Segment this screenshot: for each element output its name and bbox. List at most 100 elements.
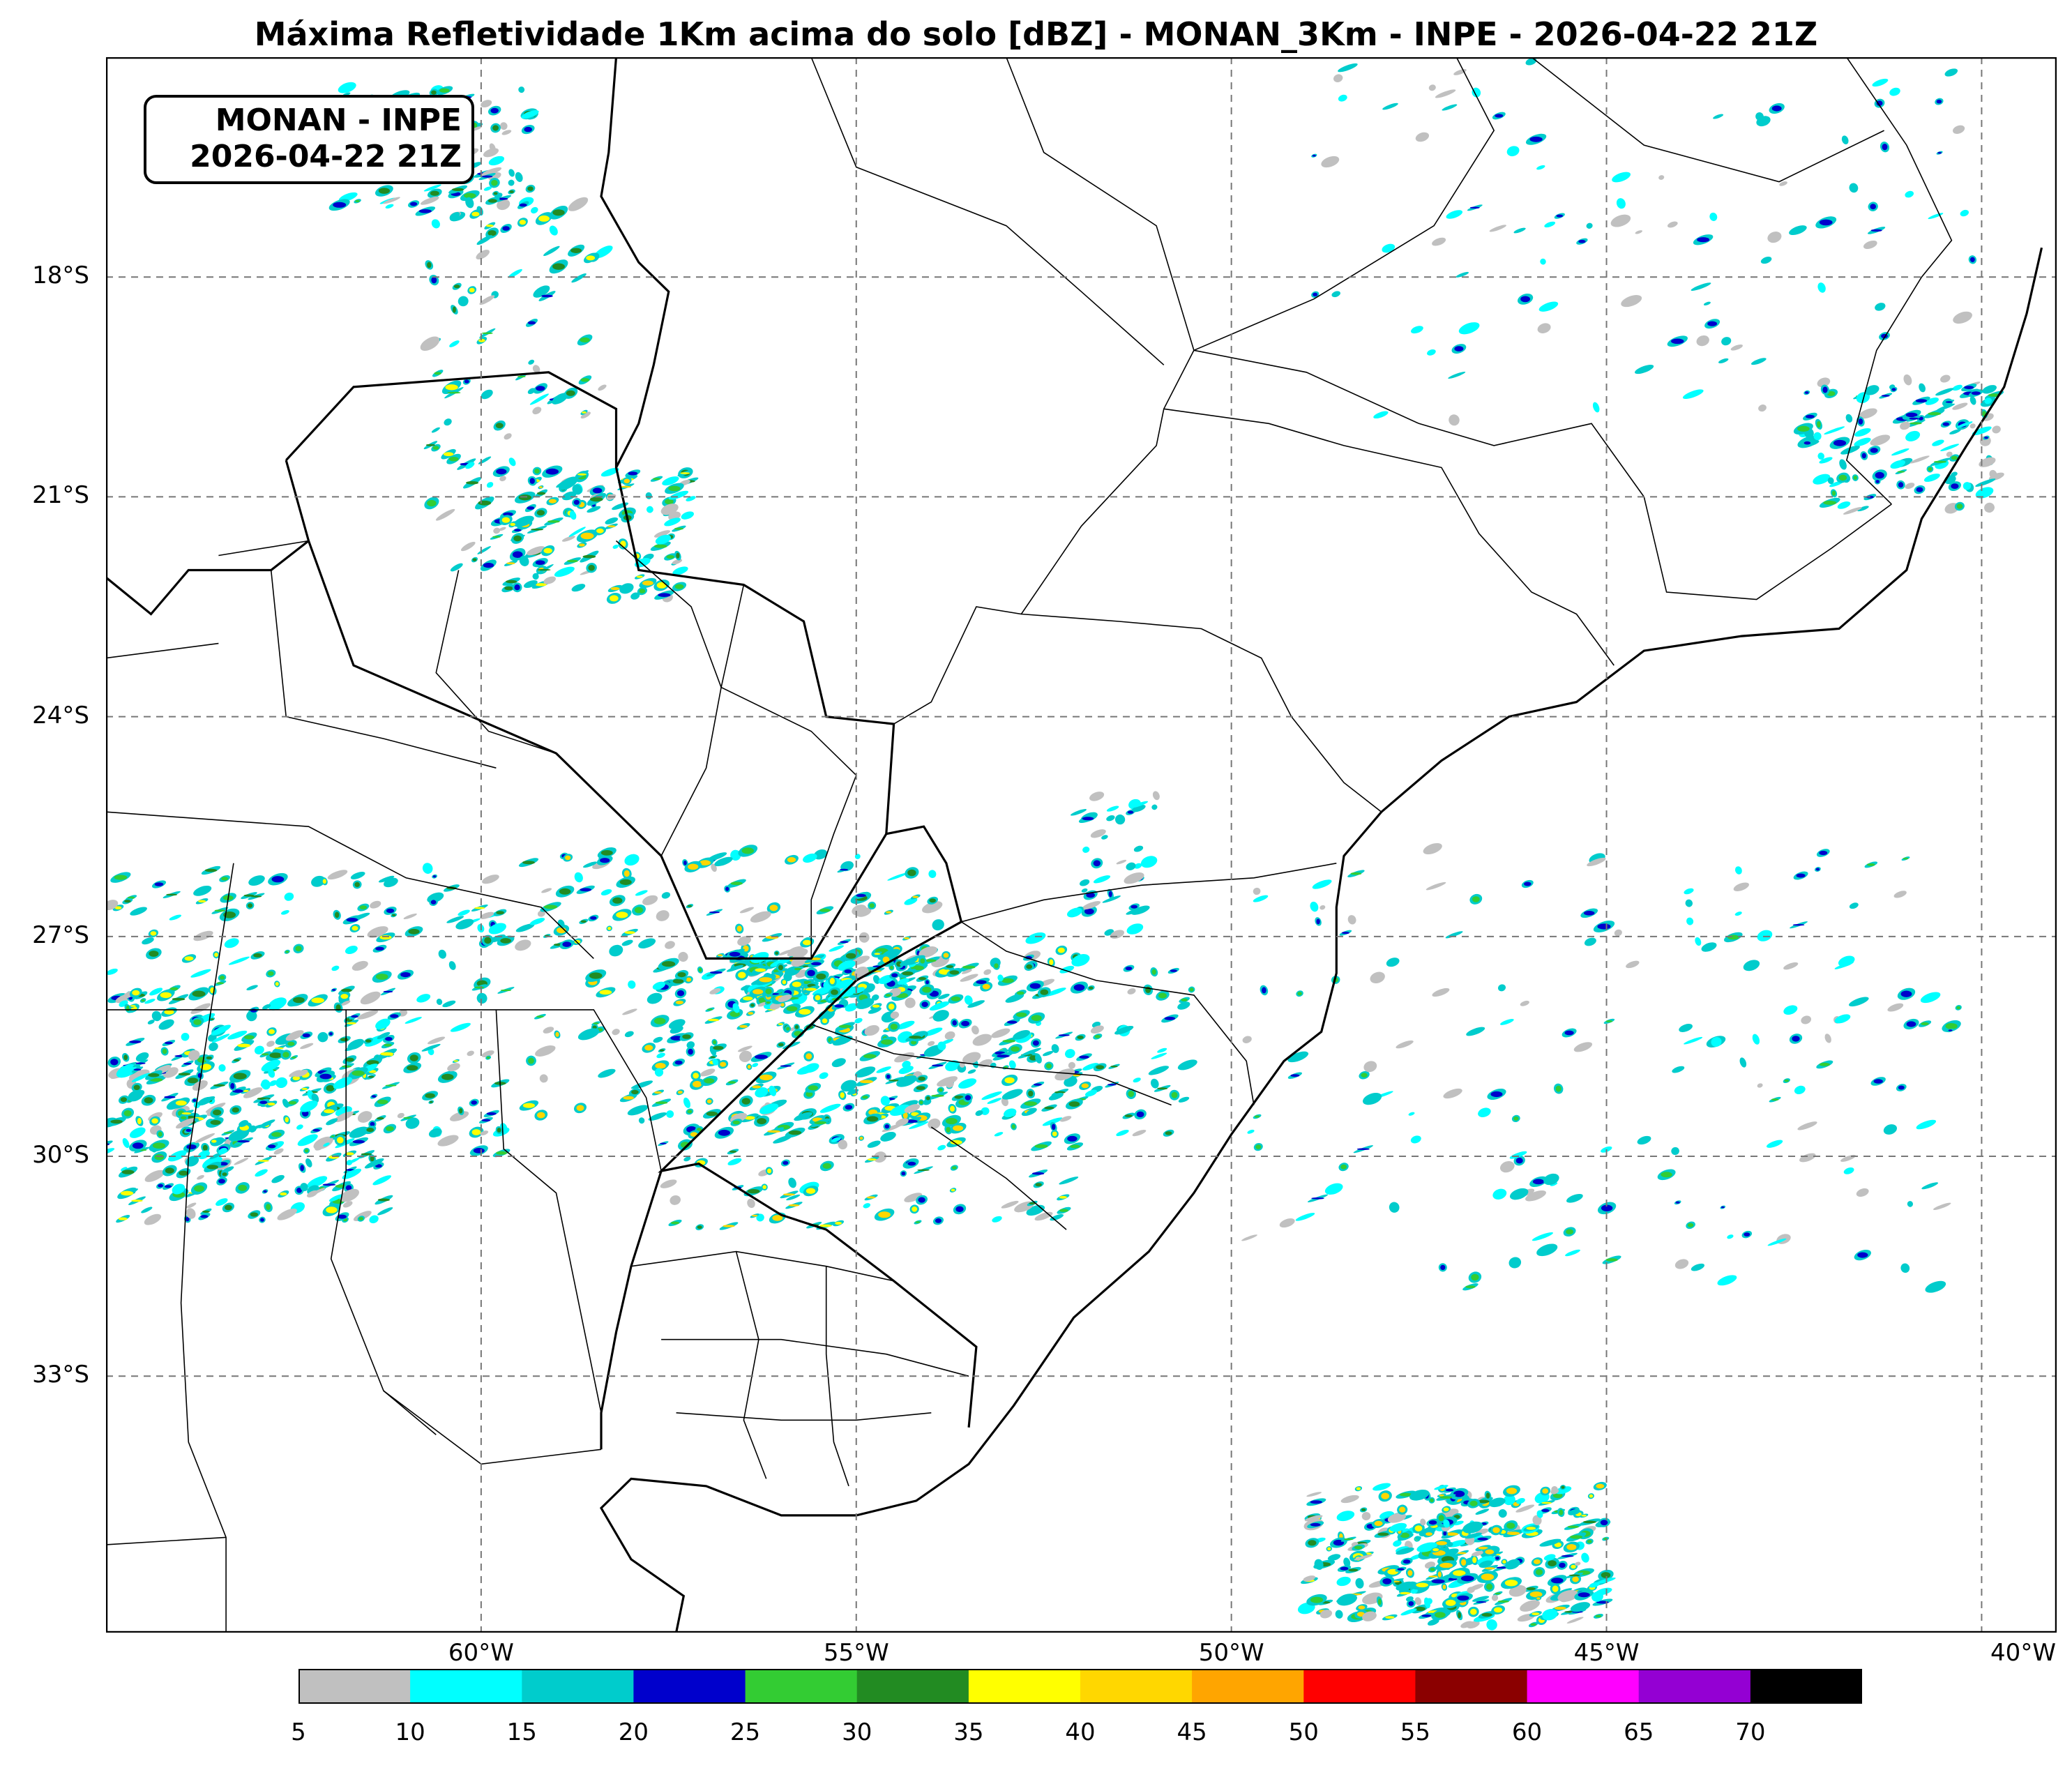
echo-core [123,1110,132,1117]
echo-cell [962,1052,981,1064]
echo-core [757,1118,766,1125]
echo-cell [1151,1052,1167,1059]
echo-cell [327,870,348,880]
echo-cell [1428,84,1436,91]
echo-cell [1489,225,1506,232]
echo-cell [1127,988,1136,994]
echo-cell [129,1127,146,1138]
echo-core [767,1130,780,1133]
echo-cell [937,1041,946,1051]
echo-core [1771,1098,1779,1101]
echo-core [1898,482,1904,488]
echo-cell [1525,1190,1546,1202]
echo-core [472,558,477,561]
echo-core [425,444,435,446]
echo-core [653,478,660,481]
echo-core [1870,204,1876,210]
echo-cell [840,986,856,997]
echo-core [214,909,226,912]
echo-core [677,1091,683,1094]
echo-cell [508,268,522,278]
map-frame [106,57,2057,1633]
echo-cell [840,1080,857,1092]
echo-cell [656,1052,665,1059]
echo-cell [1021,1047,1042,1056]
echo-core [1340,1566,1349,1571]
echo-cell [106,1140,113,1149]
echo-core [1445,1599,1456,1606]
echo-core [198,900,206,903]
echo-core [819,908,831,912]
echo-cell [1335,1610,1343,1619]
echo-cell [446,916,464,923]
echo-cell [1435,89,1456,98]
echo-cell [1396,1040,1414,1049]
echo-cell [1565,1249,1580,1257]
echo-cell [1152,791,1160,801]
echo-core [1469,206,1480,209]
echo-cell [1592,402,1600,413]
echo-core [1506,1488,1518,1495]
echo-core [287,1041,295,1046]
echo-core [481,1119,491,1122]
echo-cell [609,944,623,957]
lat-label: 33°S [32,1361,89,1389]
echo-core [935,1218,942,1223]
echo-cell [918,946,937,958]
echo-core [1675,1201,1680,1204]
echo-cell [900,958,918,967]
echo-cell [1817,453,1824,460]
echo-cell [727,1158,742,1166]
echo-core [590,916,597,920]
echo-core [965,1095,971,1100]
echo-cell [854,1066,876,1077]
echo-core [1402,1559,1411,1564]
echo-cell [1570,1602,1591,1612]
echo-cell [1001,1089,1023,1100]
echo-core [867,1196,876,1199]
echo-cell [778,994,792,1002]
echo-cell [1734,866,1742,875]
echo-core [962,965,976,969]
echo-core [232,1107,239,1113]
echo-core [890,965,893,969]
echo-core [792,981,801,988]
echo-cell [1975,478,1996,487]
echo-core [674,584,684,589]
echo-core [222,1172,227,1177]
echo-cell [403,913,417,920]
echo-cell [1295,1213,1315,1221]
echo-cell [1969,423,1976,429]
echo-cell [1059,965,1075,974]
echo-cell [342,1201,353,1208]
state-border [1163,408,1615,666]
echo-cell [890,1011,900,1019]
echo-cell [447,1063,460,1072]
echo-cell [1333,74,1343,82]
echo-cell [488,923,506,935]
echo-core [1494,1607,1503,1613]
echo-cell [932,919,944,931]
state-border [810,57,1165,365]
echo-cell [1972,426,1992,436]
echo-core [1361,1508,1366,1511]
echo-core [1744,1232,1750,1236]
echo-core [580,532,594,540]
echo-core [1526,1527,1536,1530]
echo-cell [756,1213,764,1222]
echo-cell [350,871,365,879]
echo-core [1727,935,1739,940]
echo-cell [158,1019,174,1030]
echo-core [1578,1592,1590,1598]
echo-core [662,961,676,967]
echo-cell [1042,1117,1063,1126]
echo-core [918,1076,925,1081]
echo-core [377,1198,390,1202]
echo-core [502,226,510,231]
echo-cell [1247,1129,1255,1134]
colorbar-tick-label: 15 [506,1718,537,1746]
echo-cell [646,506,653,513]
echo-core [1310,1522,1321,1527]
echo-cell [508,457,516,467]
echo-cell [783,972,792,981]
